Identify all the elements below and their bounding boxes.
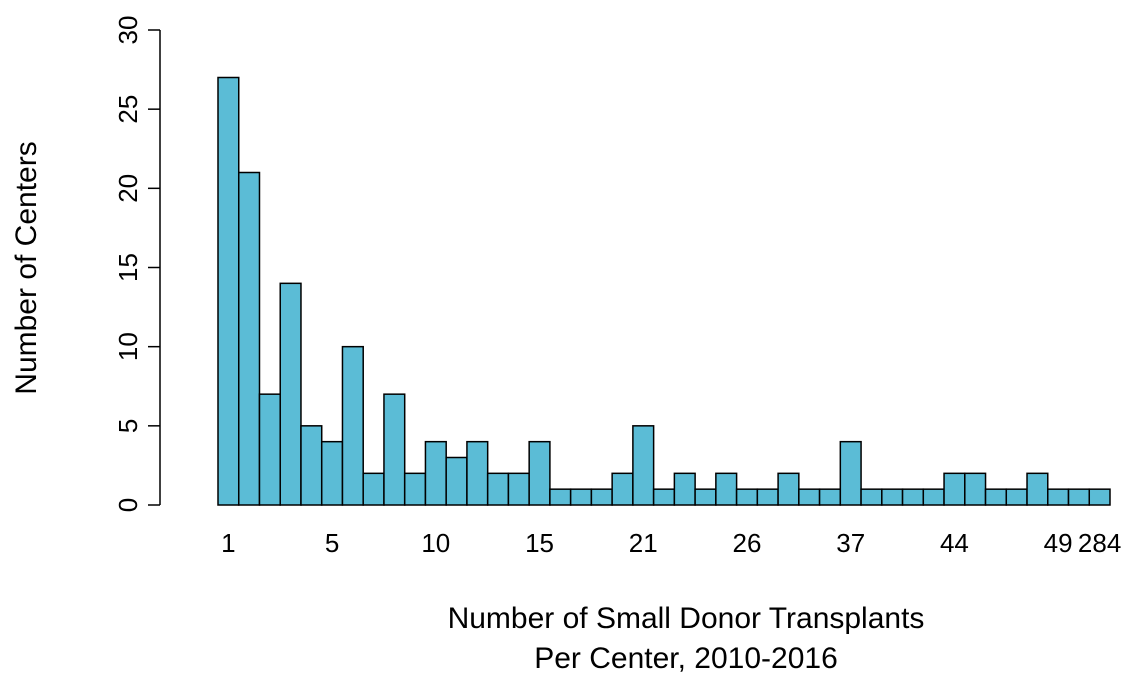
bar — [1026, 472, 1049, 506]
bar — [300, 425, 323, 506]
bar — [652, 488, 676, 506]
bar — [569, 488, 593, 506]
y-tick-label: 0 — [113, 498, 143, 512]
bar — [486, 472, 510, 506]
bar — [673, 472, 696, 506]
bar — [383, 393, 406, 506]
bar — [528, 440, 551, 506]
bar — [403, 472, 427, 506]
x-axis-title: Number of Small Donor Transplants — [448, 602, 925, 635]
bar — [964, 472, 987, 506]
x-tick-label: 5 — [325, 528, 339, 558]
x-tick-label: 21 — [629, 528, 658, 558]
x-tick-label: 49 — [1044, 528, 1073, 558]
bar — [984, 488, 1008, 506]
bar — [1067, 488, 1091, 506]
bar — [1088, 488, 1111, 506]
bar — [735, 488, 759, 506]
bar — [258, 393, 281, 506]
bar — [549, 488, 572, 506]
y-tick-label: 30 — [113, 16, 143, 45]
bar — [632, 425, 655, 506]
bar — [217, 76, 240, 506]
bar — [818, 488, 842, 506]
bar — [860, 488, 883, 506]
x-tick-label: 284 — [1078, 528, 1121, 558]
bar — [320, 440, 344, 506]
bar — [237, 171, 261, 506]
bar — [839, 440, 862, 506]
y-axis-title: Number of Centers — [10, 141, 43, 394]
bar — [611, 472, 634, 506]
bar — [507, 472, 530, 506]
bar — [590, 488, 613, 506]
bar — [756, 488, 779, 506]
bar — [922, 488, 945, 506]
bar — [943, 472, 966, 506]
x-tick-label: 37 — [836, 528, 865, 558]
y-tick-label: 10 — [113, 332, 143, 361]
bar — [694, 488, 717, 506]
y-tick-label: 15 — [113, 253, 143, 282]
x-tick-label: 44 — [940, 528, 969, 558]
bar — [466, 440, 489, 506]
x-axis-title: Per Center, 2010-2016 — [534, 642, 838, 675]
bar — [424, 440, 447, 506]
x-tick-label: 26 — [733, 528, 762, 558]
x-tick-label: 15 — [525, 528, 554, 558]
y-tick-label: 5 — [113, 419, 143, 433]
bar — [777, 472, 800, 506]
bar — [881, 488, 904, 506]
bar — [341, 345, 364, 506]
bar — [798, 488, 821, 506]
bar — [1047, 488, 1070, 506]
bar — [1005, 488, 1028, 506]
bar — [362, 472, 385, 506]
bar — [901, 488, 925, 506]
bar — [715, 472, 738, 506]
y-tick-label: 25 — [113, 95, 143, 124]
y-tick-label: 20 — [113, 174, 143, 203]
bar — [445, 456, 468, 506]
bar — [279, 282, 302, 506]
x-tick-label: 10 — [421, 528, 450, 558]
x-tick-label: 1 — [221, 528, 235, 558]
